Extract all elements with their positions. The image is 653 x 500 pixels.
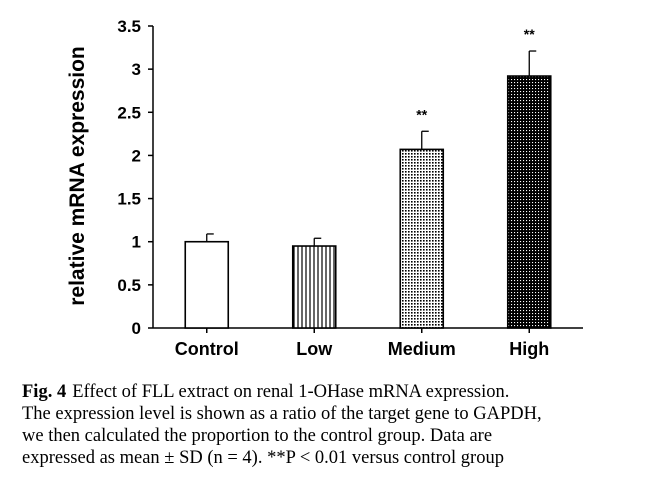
y-tick-label: 0 [132,319,141,338]
y-tick-label: 3.5 [117,17,141,36]
caption-text-1: Effect of FLL extract on renal 1-OHase m… [72,382,510,402]
y-axis-label: relative mRNA expression [66,46,89,306]
x-tick-label-low: Low [296,339,333,359]
caption-line-3: we then calculated the proportion to the… [22,426,493,446]
y-tick-label: 0.5 [117,276,141,295]
x-axis: Control Low Medium High [153,327,583,359]
y-tick-label: 3 [132,60,141,79]
bar-high [506,75,552,329]
caption-label: Fig. 4 [22,382,67,402]
caption-line-1: Fig. 4 Effect of FLL extract on renal 1-O… [22,381,634,403]
y-tick-label: 1 [132,233,141,252]
bars-group: ** ** [184,26,552,329]
bar-medium [399,148,445,329]
caption-line-2: The expression level is shown as a ratio… [22,404,542,424]
caption-line-4: expressed as mean ± SD (n = 4). **P < 0.… [22,448,504,468]
bar-control [184,240,230,329]
significance-label-high: ** [524,26,535,42]
bar-low [291,245,337,329]
figure-caption: Fig. 4 Effect of FLL extract on renal 1-O… [22,381,634,469]
bar-chart: 0 0.5 1 1.5 2 2.5 3 3.5 Control Low Medium High **… [66,17,583,359]
y-axis: 0 0.5 1 1.5 2 2.5 3 3.5 [117,17,154,338]
y-tick-label: 2 [132,146,141,165]
y-tick-label: 1.5 [117,190,141,209]
x-tick-label-medium: Medium [388,339,456,359]
significance-label-medium: ** [416,106,427,122]
y-tick-label: 2.5 [117,103,141,122]
x-tick-label-high: High [509,339,549,359]
x-tick-label-control: Control [175,339,239,359]
